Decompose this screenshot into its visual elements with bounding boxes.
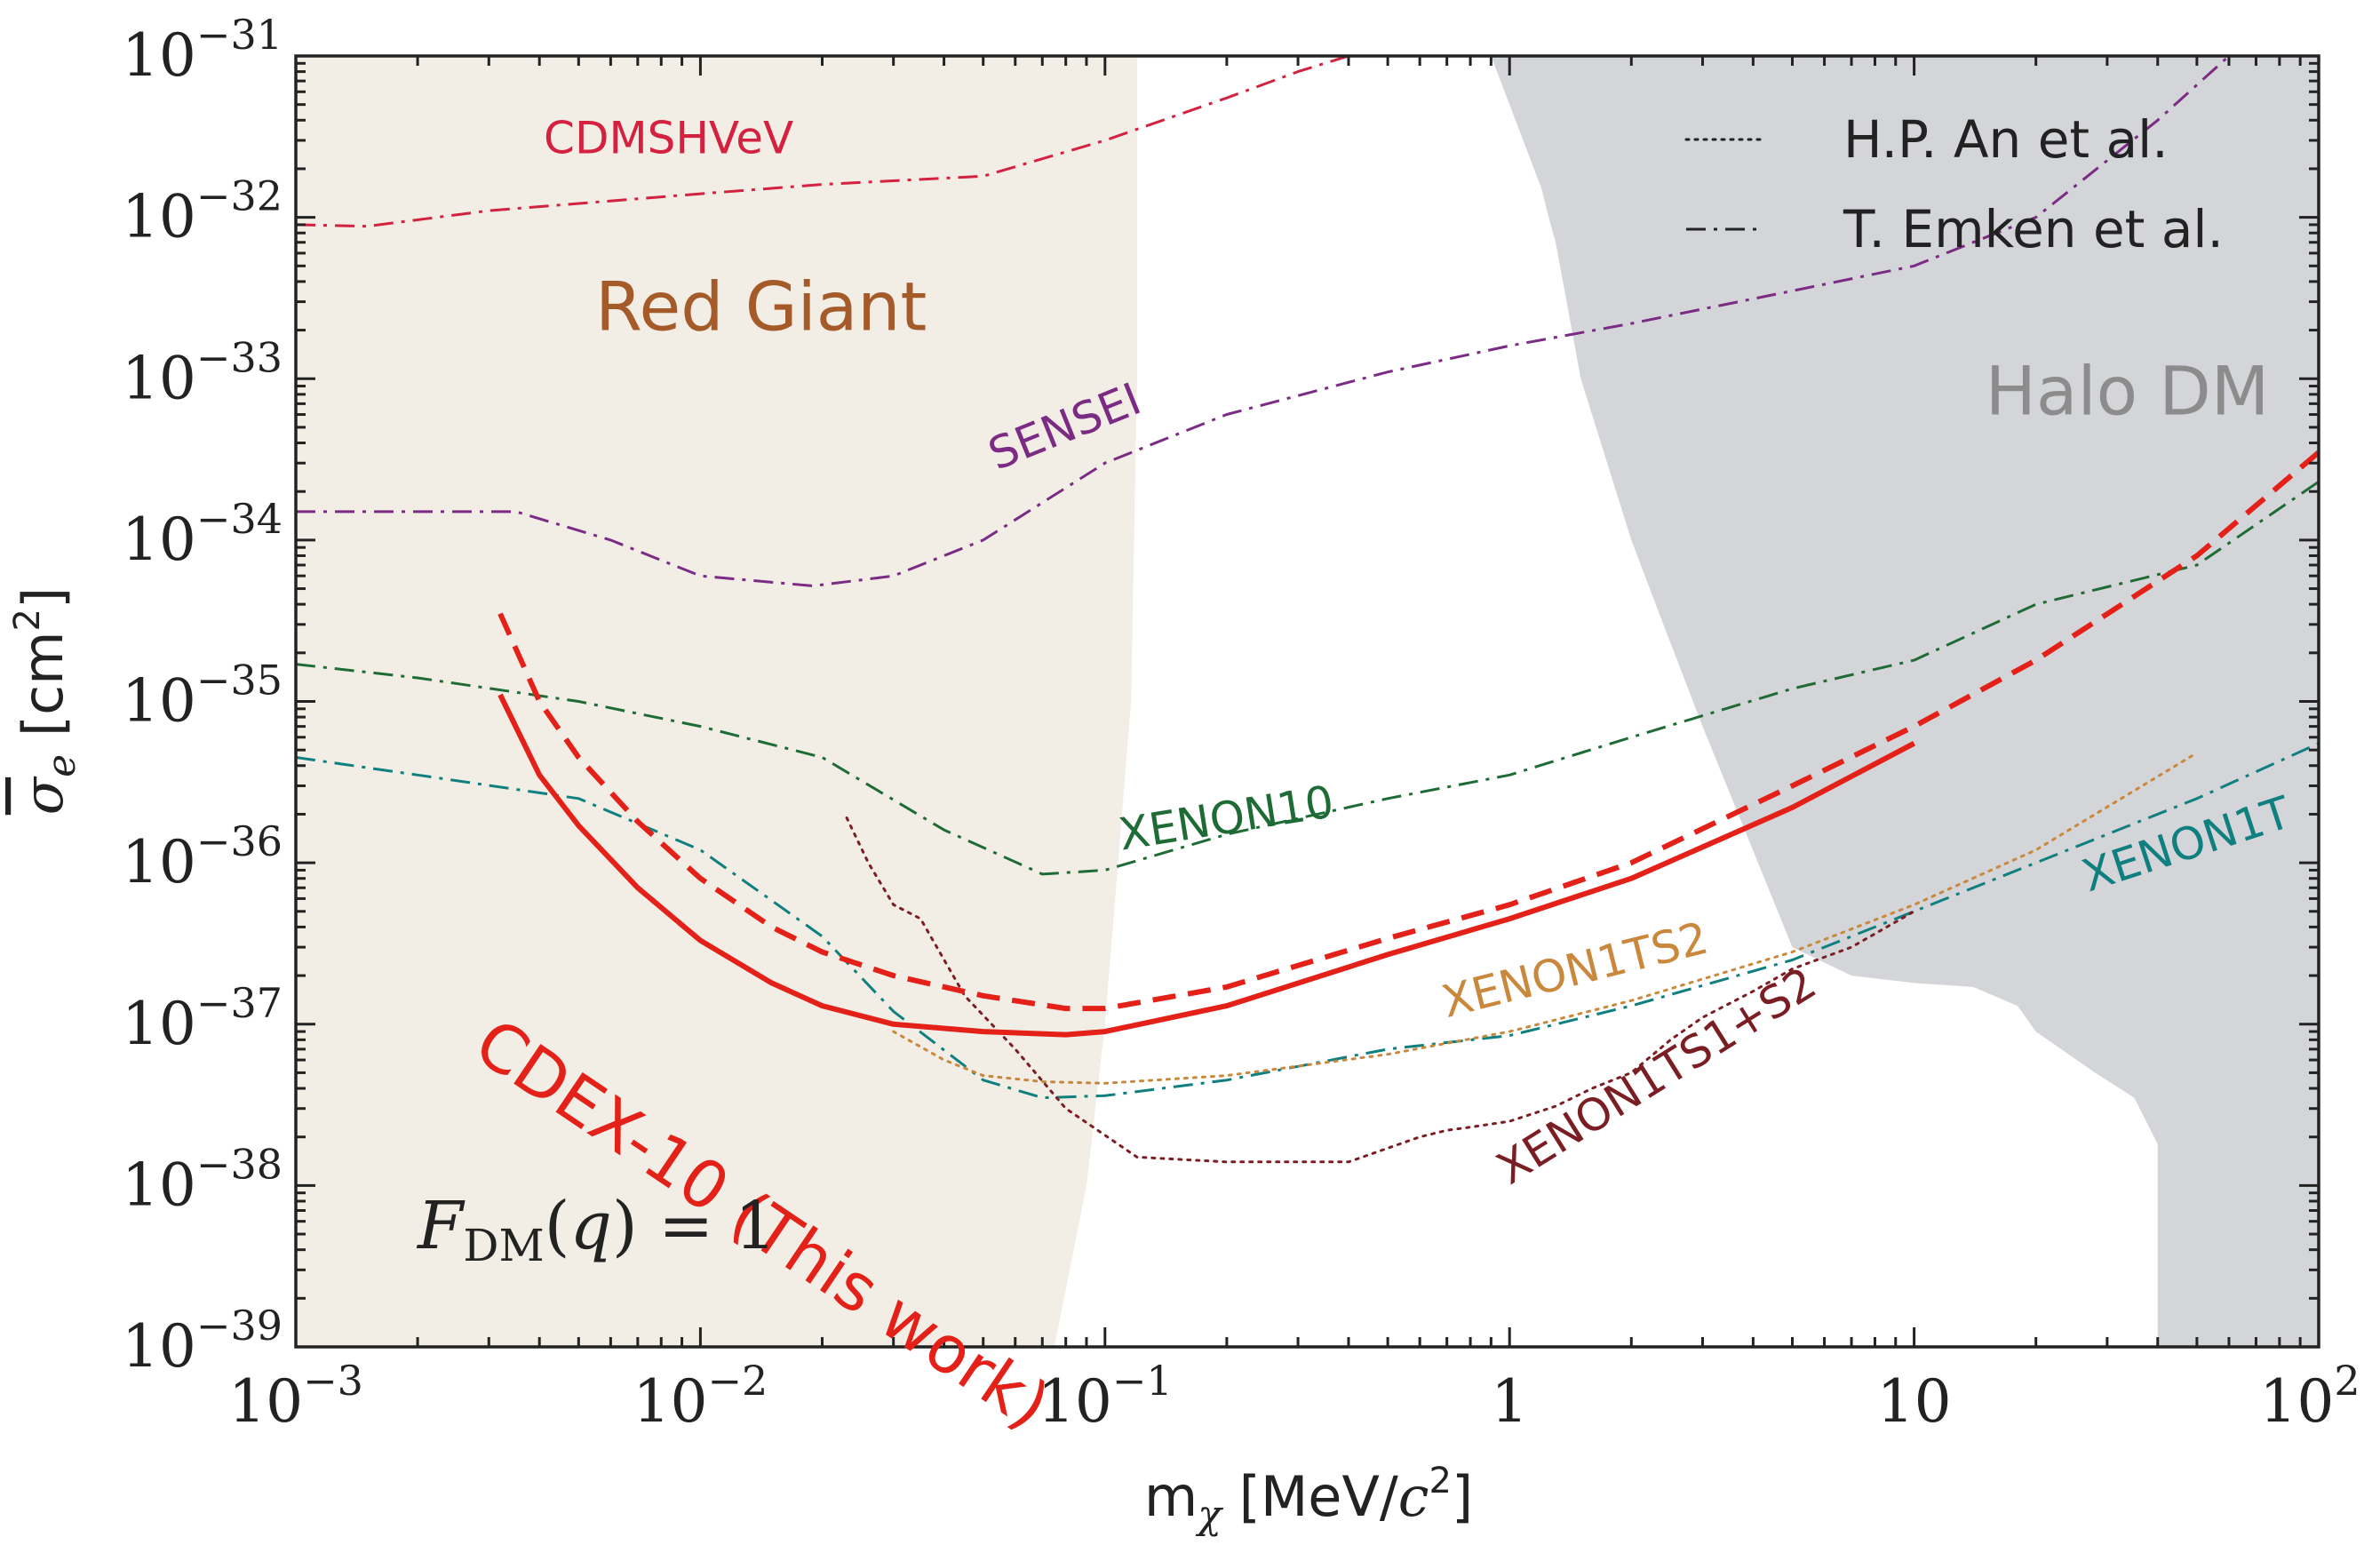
region-label-halo-dm: Halo DM	[1986, 352, 2270, 431]
y-tick-label: 10−32	[122, 172, 283, 251]
form-factor-annotation: FDM(q) = 1	[416, 1188, 776, 1271]
y-tick-label: 10−39	[122, 1302, 283, 1381]
x-tick-label: 10−2	[633, 1357, 768, 1436]
excluded-regions	[296, 56, 2319, 1347]
legend-label: T. Emken et al.	[1843, 199, 2224, 259]
series-xenon1ts2	[892, 751, 2199, 1085]
axis-ticks	[294, 56, 2319, 1349]
x-tick-label: 102	[2259, 1357, 2360, 1436]
region-red-giant	[296, 56, 1137, 1347]
series-sensei	[296, 56, 2231, 587]
x-tick-label: 10−3	[228, 1357, 363, 1436]
plot-frame	[294, 54, 2320, 1349]
legend-label: H.P. An et al.	[1843, 109, 2169, 170]
legend: H.P. An et al. T. Emken et al.	[1684, 109, 2224, 259]
x-tick-label: 10	[1877, 1367, 1952, 1436]
series-cdmshvev	[296, 56, 1349, 228]
axis-tick-labels: 10−3 10−2 10−1 1 10 102 10−31 10−32 10−33 10−34 10…	[122, 11, 2360, 1436]
y-tick-label: 10−31	[122, 11, 283, 90]
y-axis-title: σe [cm2]	[7, 587, 84, 815]
x-tick-label: 1	[1491, 1367, 1528, 1436]
x-tick-label: 10−1	[1038, 1357, 1173, 1436]
y-tick-label: 10−33	[122, 333, 283, 412]
series-cdex-10-this-work-dashed	[497, 450, 2319, 1012]
series-label-cdmshvev: CDMSHVeV	[544, 112, 793, 163]
series-cdex-10-this-work	[497, 693, 1915, 1038]
y-tick-label: 10−38	[122, 1140, 283, 1219]
series-xenon10	[296, 480, 2319, 876]
series-label-xenon10: XENON10	[1115, 776, 1337, 860]
region-label-red-giant: Red Giant	[595, 267, 927, 346]
limit-curves	[296, 56, 2319, 1164]
y-tick-label: 10−34	[122, 495, 283, 574]
x-axis-title: mχ [MeV/c2]	[1144, 1461, 1473, 1538]
series-xenon1t	[296, 742, 2319, 1100]
y-tick-label: 10−35	[122, 657, 283, 736]
y-tick-label: 10−36	[122, 817, 283, 896]
y-tick-label: 10−37	[122, 979, 283, 1058]
region-halo-dm	[1491, 56, 2319, 1347]
series-xenon1ts1-s2	[845, 816, 1916, 1164]
